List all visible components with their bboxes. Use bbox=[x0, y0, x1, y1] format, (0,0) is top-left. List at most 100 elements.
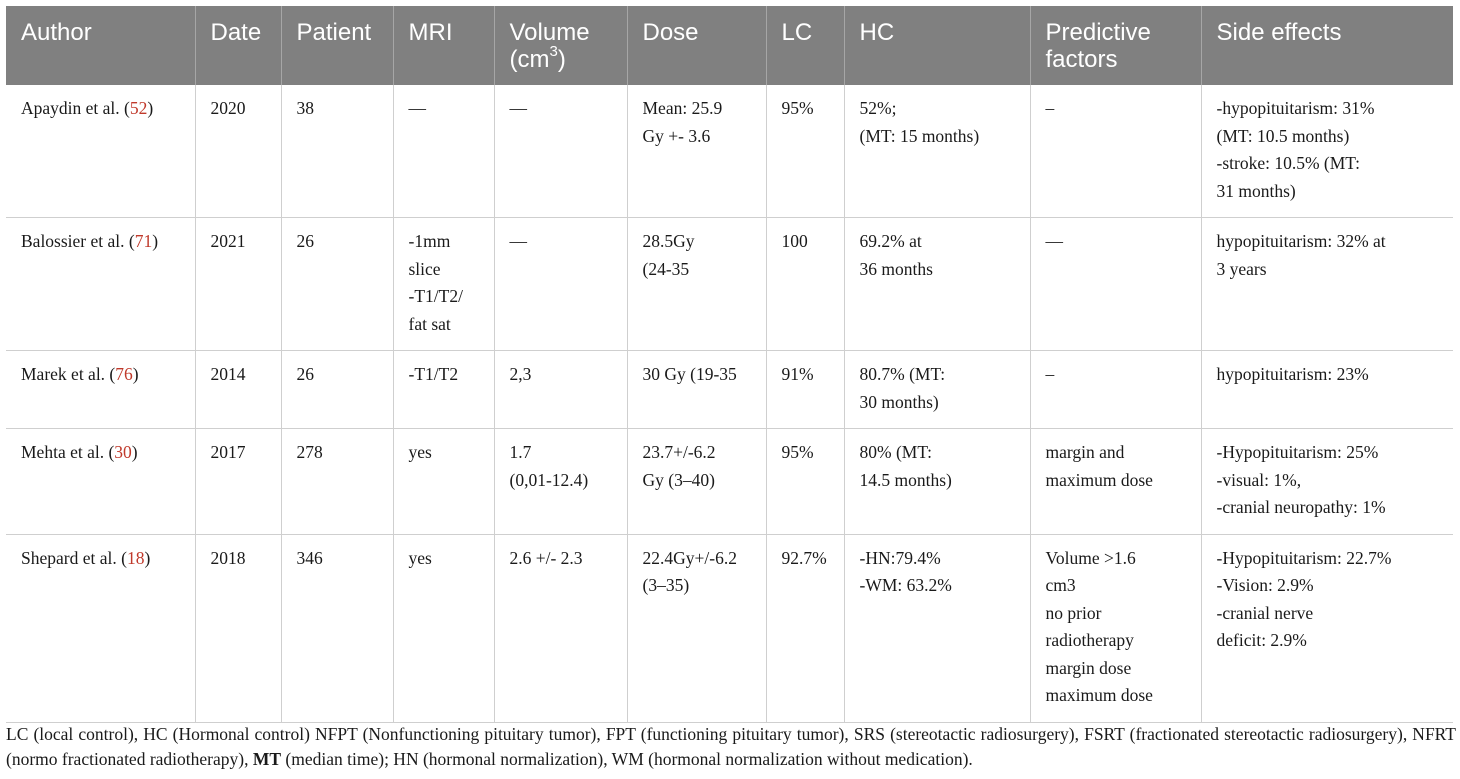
cell-side-effects-line: 3 years bbox=[1216, 258, 1267, 279]
cell-dose-line: (24-35 bbox=[642, 258, 690, 279]
table-row: Mehta et al. (30) 2017 278 yes 1.7 (0,01-12.4… bbox=[6, 428, 1453, 535]
header-predictive-factors-text: factors bbox=[1045, 46, 1118, 73]
cell-hc-line: 69.2% at bbox=[859, 231, 922, 251]
cell-dose: 30 Gy (19-35 bbox=[626, 350, 766, 429]
cell-author: Mehta et al. (30) bbox=[6, 428, 195, 535]
table-header: Author Date Patient MRI Volume (cm3) Dose LC HC P… bbox=[6, 6, 1453, 85]
cell-date-value: 2018 bbox=[210, 547, 246, 568]
cell-predictive-factors-line: maximum dose bbox=[1045, 685, 1153, 705]
cell-side-effects: -Hypopituitarism: 22.7% -Vision: 2.9% -cra… bbox=[1200, 534, 1453, 723]
cell-lc: 95% bbox=[765, 428, 844, 535]
footnote-text-end: (median time); HN (hormonal normalizatio… bbox=[281, 749, 973, 769]
cell-mri-line: — bbox=[408, 98, 427, 118]
cell-date: 2018 bbox=[194, 534, 281, 723]
reference-link[interactable]: 76 bbox=[115, 364, 133, 384]
summary-table-container: Author Date Patient MRI Volume (cm3) Dose LC HC P… bbox=[6, 6, 1453, 723]
cell-mri: — bbox=[392, 85, 494, 218]
cell-predictive-factors-line: margin dose bbox=[1045, 657, 1132, 678]
cell-volume-line: — bbox=[509, 98, 528, 118]
cell-side-effects: -Hypopituitarism: 25% -visual: 1%, -crania… bbox=[1200, 428, 1453, 535]
cell-date: 2021 bbox=[194, 217, 281, 351]
cell-side-effects-line: -visual: 1%, bbox=[1216, 469, 1302, 490]
cell-patient-value: 26 bbox=[296, 231, 315, 251]
cell-date: 2020 bbox=[194, 85, 281, 218]
cell-volume: 2,3 bbox=[493, 350, 627, 429]
header-side-effects-text: Side effects bbox=[1216, 19, 1342, 46]
reference-close-paren: ) bbox=[152, 231, 159, 251]
header-volume-unit-exponent: 3 bbox=[549, 43, 558, 60]
cell-author: Apaydin et al. (52) bbox=[6, 85, 195, 218]
cell-dose: 28.5Gy (24-35 bbox=[626, 217, 766, 351]
cell-date: 2014 bbox=[194, 350, 281, 429]
author-name: Mehta et al. ( bbox=[21, 442, 115, 462]
cell-side-effects-line: -hypopituitarism: 31% bbox=[1216, 98, 1375, 118]
cell-patient: 278 bbox=[280, 428, 393, 535]
cell-volume-line: 1.7 bbox=[509, 442, 532, 462]
header-patient-text: Patient bbox=[296, 19, 372, 46]
cell-predictive-factors-line: – bbox=[1045, 98, 1055, 118]
cell-mri: yes bbox=[392, 428, 494, 535]
cell-dose: 22.4Gy+/-6.2 (3–35) bbox=[626, 534, 766, 723]
cell-mri-line: -1mm bbox=[408, 231, 451, 251]
cell-patient: 38 bbox=[280, 85, 393, 218]
cell-side-effects-line: -Hypopituitarism: 25% bbox=[1216, 442, 1379, 462]
cell-volume-line: 2,3 bbox=[509, 364, 532, 384]
cell-volume: — bbox=[493, 85, 627, 218]
cell-lc-value: 95% bbox=[781, 442, 814, 462]
author-name: Shepard et al. ( bbox=[21, 547, 127, 568]
cell-lc: 91% bbox=[765, 350, 844, 429]
header-volume-label: Volume bbox=[509, 19, 590, 46]
cell-mri: -T1/T2 bbox=[392, 350, 494, 429]
table-body: Apaydin et al. (52) 2020 38 — — Mean: 25.9 Gy … bbox=[6, 85, 1453, 723]
cell-mri-line: slice bbox=[408, 258, 441, 279]
header-volume-unit: (cm bbox=[509, 46, 550, 73]
footnote-mt-bold: MT bbox=[252, 749, 282, 769]
cell-volume-line: 2.6 +/- 2.3 bbox=[509, 547, 583, 568]
cell-volume: — bbox=[493, 217, 627, 351]
table-row: Balossier et al. (71) 2021 26 -1mm slice -T1/… bbox=[6, 217, 1453, 351]
header-predictive-factors: Predictive factors bbox=[1029, 6, 1201, 85]
cell-dose-line: 28.5Gy bbox=[642, 231, 695, 251]
header-dose-text: Dose bbox=[642, 19, 699, 46]
cell-hc: 80% (MT: 14.5 months) bbox=[843, 428, 1030, 535]
header-patient: Patient bbox=[280, 6, 393, 85]
cell-predictive-factors: margin and maximum dose bbox=[1029, 428, 1201, 535]
header-volume-unit-close: ) bbox=[557, 46, 566, 73]
cell-predictive-factors-line: cm3 bbox=[1045, 575, 1076, 595]
cell-hc-line: 80% (MT: bbox=[859, 442, 933, 462]
cell-dose-line: 30 Gy (19-35 bbox=[642, 364, 737, 384]
cell-side-effects-line: (MT: 10.5 months) bbox=[1216, 125, 1350, 146]
cell-date-value: 2017 bbox=[210, 442, 246, 462]
cell-hc-line: -HN:79.4% bbox=[859, 547, 941, 568]
cell-lc: 95% bbox=[765, 85, 844, 218]
cell-patient-value: 38 bbox=[296, 98, 315, 118]
header-date-text: Date bbox=[210, 19, 262, 46]
cell-dose-line: Gy (3–40) bbox=[642, 469, 715, 490]
reference-link[interactable]: 18 bbox=[126, 547, 145, 568]
reference-link[interactable]: 30 bbox=[114, 442, 132, 462]
table-row: Apaydin et al. (52) 2020 38 — — Mean: 25.9 Gy … bbox=[6, 85, 1453, 218]
reference-link[interactable]: 71 bbox=[134, 231, 153, 251]
cell-hc: 69.2% at 36 months bbox=[843, 217, 1030, 351]
cell-dose: 23.7+/-6.2 Gy (3–40) bbox=[626, 428, 766, 535]
cell-hc: 52%; (MT: 15 months) bbox=[843, 85, 1030, 218]
cell-patient-value: 26 bbox=[296, 364, 315, 384]
cell-mri: yes bbox=[392, 534, 494, 723]
cell-patient: 346 bbox=[280, 534, 393, 723]
cell-predictive-factors: – bbox=[1029, 350, 1201, 429]
cell-side-effects-line: -cranial neuropathy: 1% bbox=[1216, 497, 1386, 517]
cell-predictive-factors-line: — bbox=[1045, 231, 1064, 251]
cell-dose-line: 22.4Gy+/-6.2 bbox=[642, 547, 737, 568]
cell-lc-value: 100 bbox=[781, 231, 808, 251]
header-mri: MRI bbox=[392, 6, 494, 85]
author-name: Balossier et al. ( bbox=[21, 231, 135, 251]
cell-date-value: 2020 bbox=[210, 98, 246, 118]
header-dose: Dose bbox=[626, 6, 766, 85]
reference-link[interactable]: 52 bbox=[129, 98, 148, 118]
cell-lc-value: 95% bbox=[781, 98, 814, 118]
table-footnote: LC (local control), HC (Hormonal control… bbox=[6, 722, 1456, 772]
cell-patient: 26 bbox=[280, 217, 393, 351]
cell-mri-line: -T1/T2/ bbox=[408, 286, 463, 306]
cell-lc: 100 bbox=[765, 217, 844, 351]
header-hc-text: HC bbox=[859, 19, 895, 46]
